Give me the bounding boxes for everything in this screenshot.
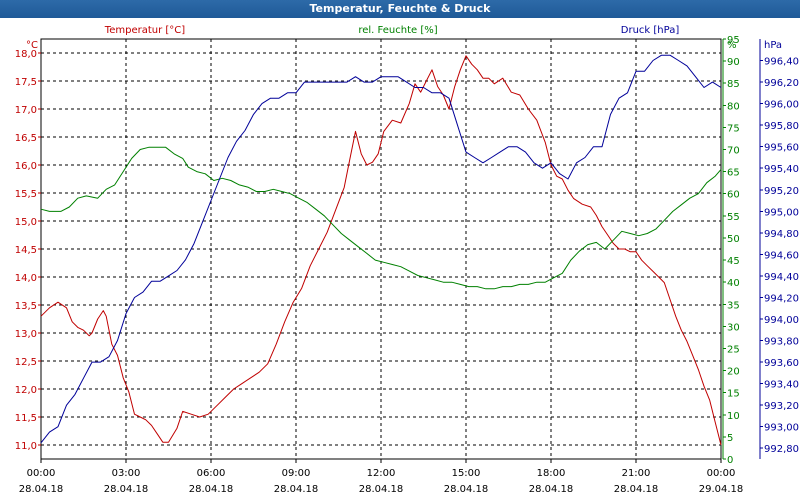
x-tick-time: 12:00 [367, 468, 396, 479]
pressure-tick-label: 996,20 [764, 78, 799, 89]
temperature-tick-label: 18,0 [15, 49, 37, 60]
humidity-tick-label: 70 [727, 146, 740, 157]
pressure-tick-label: 994,40 [764, 272, 799, 283]
temperature-tick-label: 12,0 [15, 385, 37, 396]
temperature-tick-label: 16,5 [15, 133, 37, 144]
x-tick-date: 28.04.18 [19, 484, 64, 495]
humidity-tick-label: 35 [727, 300, 740, 311]
humidity-tick-label: 55 [727, 212, 740, 223]
pressure-tick-label: 995,20 [764, 186, 799, 197]
temperature-tick-label: 11,0 [15, 441, 37, 452]
x-tick-time: 00:00 [707, 468, 736, 479]
pressure-tick-label: 995,60 [764, 143, 799, 154]
x-tick-date: 28.04.18 [444, 484, 489, 495]
x-tick-date: 28.04.18 [529, 484, 574, 495]
humidity-tick-label: 80 [727, 101, 740, 112]
x-tick-time: 06:00 [197, 468, 226, 479]
x-tick-date: 29.04.18 [699, 484, 744, 495]
x-tick-time: 03:00 [112, 468, 141, 479]
humidity-tick-label: 10 [727, 411, 740, 422]
humidity-tick-label: 0 [727, 455, 733, 466]
x-tick-date: 28.04.18 [359, 484, 404, 495]
humidity-series-line [40, 146, 722, 290]
humidity-tick-label: 25 [727, 344, 740, 355]
x-tick-time: 21:00 [622, 468, 651, 479]
x-tick-date: 28.04.18 [189, 484, 234, 495]
humidity-tick-label: 90 [727, 57, 740, 68]
pressure-tick-label: 994,60 [764, 250, 799, 261]
temperature-tick-label: 15,0 [15, 217, 37, 228]
humidity-unit: % [727, 40, 737, 51]
humidity-tick-label: 5 [727, 433, 733, 444]
humidity-tick-label: 95 [727, 35, 740, 46]
humidity-tick-label: 30 [727, 322, 740, 333]
pressure-tick-label: 993,20 [764, 401, 799, 412]
pressure-tick-label: 994,00 [764, 315, 799, 326]
pressure-tick-label: 996,40 [764, 57, 799, 68]
pressure-tick-label: 993,80 [764, 337, 799, 348]
x-tick-time: 00:00 [27, 468, 56, 479]
pressure-tick-label: 994,20 [764, 293, 799, 304]
temperature-tick-label: 15,5 [15, 189, 37, 200]
x-tick-time: 15:00 [452, 468, 481, 479]
pressure-tick-label: 995,40 [764, 164, 799, 175]
x-tick-time: 18:00 [537, 468, 566, 479]
temperature-series-line [40, 55, 722, 446]
window-title: Temperatur, Feuchte & Druck [0, 0, 800, 18]
pressure-tick-label: 995,00 [764, 207, 799, 218]
temperature-tick-label: 11,5 [15, 413, 37, 424]
x-tick-date: 28.04.18 [104, 484, 149, 495]
humidity-tick-label: 65 [727, 168, 740, 179]
temperature-tick-label: 17,5 [15, 77, 37, 88]
humidity-tick-label: 40 [727, 278, 740, 289]
pressure-tick-label: 996,00 [764, 100, 799, 111]
humidity-tick-label: 45 [727, 256, 740, 267]
pressure-tick-label: 995,80 [764, 121, 799, 132]
x-tick-date: 28.04.18 [614, 484, 659, 495]
temperature-tick-label: 14,5 [15, 245, 37, 256]
temperature-tick-label: 13,0 [15, 329, 37, 340]
x-tick-time: 09:00 [282, 468, 311, 479]
pressure-tick-label: 993,00 [764, 423, 799, 434]
temperature-tick-label: 13,5 [15, 301, 37, 312]
temperature-tick-label: 14,0 [15, 273, 37, 284]
pressure-series-line [40, 54, 722, 444]
humidity-tick-label: 75 [727, 123, 740, 134]
humidity-tick-label: 50 [727, 234, 740, 245]
pressure-tick-label: 992,80 [764, 444, 799, 455]
temperature-tick-label: 12,5 [15, 357, 37, 368]
x-tick-date: 28.04.18 [274, 484, 319, 495]
temperature-tick-label: 17,0 [15, 105, 37, 116]
humidity-tick-label: 15 [727, 389, 740, 400]
pressure-tick-label: 994,80 [764, 229, 799, 240]
humidity-tick-label: 60 [727, 190, 740, 201]
pressure-unit: hPa [764, 40, 782, 51]
pressure-tick-label: 993,60 [764, 358, 799, 369]
temperature-tick-label: 16,0 [15, 161, 37, 172]
pressure-tick-label: 993,40 [764, 380, 799, 391]
pressure-axis-label: Druck [hPa] [621, 25, 680, 36]
humidity-axis-label: rel. Feuchte [%] [358, 25, 437, 36]
temperature-axis-label: Temperatur [°C] [104, 25, 185, 36]
humidity-tick-label: 85 [727, 79, 740, 90]
temperature-unit: °C [26, 40, 38, 51]
humidity-tick-label: 20 [727, 367, 740, 378]
